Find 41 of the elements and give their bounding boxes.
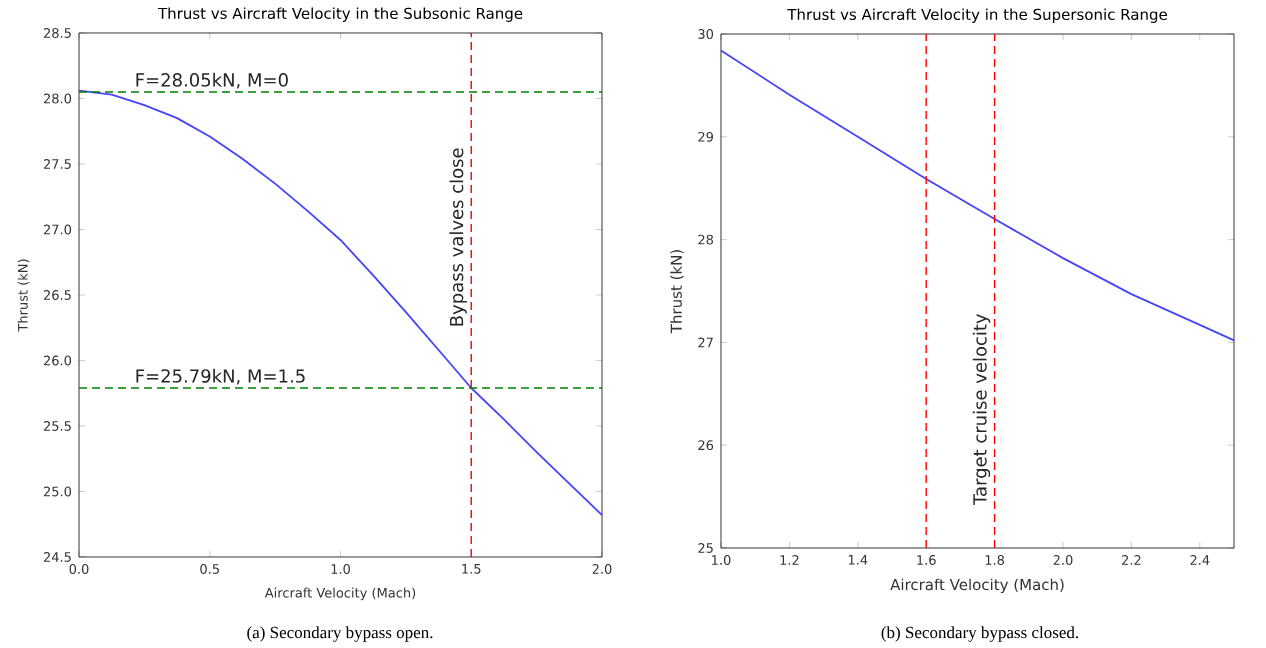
x-tick-label: 1.0	[712, 554, 731, 565]
x-axis-title: Aircraft Velocity (Mach)	[890, 578, 1064, 593]
y-tick-label: 24.5	[43, 551, 71, 562]
y-tick-label: 28.0	[43, 93, 72, 104]
x-tick-label: 2.0	[592, 563, 612, 574]
y-tick-label: 26	[698, 440, 714, 450]
x-tick-label: 0.0	[69, 563, 89, 574]
y-tick-label: 27.0	[43, 224, 72, 235]
ref-line-label: Bypass valves close	[449, 148, 467, 326]
chart-title: Thrust vs Aircraft Velocity in the Supersonic Range	[787, 8, 1167, 23]
y-tick-label: 28.5	[43, 27, 71, 38]
y-tick-label: 25.0	[43, 486, 72, 497]
ref-line-label: F=28.05kN, M=0	[136, 72, 288, 89]
x-tick-label: 1.6	[917, 554, 936, 565]
text: (a) Secondary bypass open.	[247, 626, 433, 642]
ref-line-label: Target cruise velocity	[972, 313, 991, 505]
x-tick-label: 2.4	[1190, 554, 1210, 565]
chart-title: Thrust vs Aircraft Velocity in the Subsonic Range	[157, 7, 523, 22]
x-tick-label: 1.8	[985, 554, 1005, 565]
y-tick-label: 29	[698, 131, 713, 142]
x-tick-label: 0.5	[200, 563, 219, 574]
y-tick-label: 25.5	[43, 420, 71, 431]
line-series	[78, 89, 603, 516]
x-tick-label: 1.4	[848, 554, 868, 565]
x-axis-title: Aircraft Velocity (Mach)	[264, 587, 416, 601]
y-axis-title: Thrust (kN)	[17, 259, 30, 332]
x-tick-label: 2.2	[1122, 554, 1141, 565]
y-tick-label: 27.5	[43, 158, 71, 169]
x-tick-label: 1.0	[331, 563, 350, 574]
text: (b) Secondary bypass closed.	[881, 626, 1079, 642]
y-tick-label: 30	[698, 28, 714, 39]
y-tick-label: 26.0	[43, 355, 72, 366]
x-tick-label: 1.5	[462, 563, 481, 574]
y-tick-label: 25	[698, 542, 713, 553]
y-tick-label: 28	[698, 234, 714, 245]
x-tick-label: 2.0	[1053, 554, 1073, 565]
y-tick-label: 27	[698, 337, 713, 348]
x-tick-label: 1.2	[780, 554, 799, 565]
ref-line-label: F=25.79kN, M=1.5	[136, 368, 305, 385]
y-axis-title: Thrust (kN)	[670, 249, 684, 334]
y-tick-label: 26.5	[43, 289, 71, 300]
